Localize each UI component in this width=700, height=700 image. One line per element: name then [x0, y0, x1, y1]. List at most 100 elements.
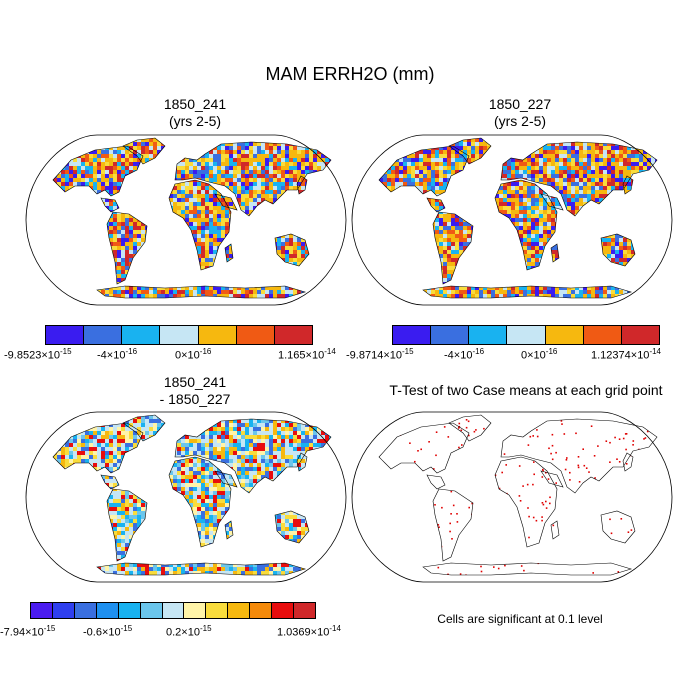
continent-outline [122, 414, 166, 442]
continent-outline [426, 197, 446, 213]
colorbar-1-swatch-1 [46, 326, 85, 344]
continent-outline [448, 137, 492, 165]
cbar3-label-min: -7.94×10-15 [0, 624, 56, 639]
panel-3-title-line2: - 1850_227 [159, 391, 231, 407]
continent-outline [96, 285, 307, 299]
colorbar-3-swatch-4 [96, 603, 119, 618]
continent-outline [52, 145, 144, 197]
continent-outline [168, 456, 232, 548]
colorbar-3-swatch-2 [52, 603, 75, 618]
cbar3-label-max: 1.0369×10-14 [277, 624, 341, 639]
colorbar-2-swatch-6 [583, 326, 622, 344]
colorbar-3 [30, 602, 316, 619]
continent-outline [494, 456, 558, 548]
cbar2-label-2: -4×10-16 [444, 347, 485, 362]
panel-1-title-line1: 1850_241 [163, 96, 227, 112]
continent-outline [174, 141, 332, 217]
colorbar-1-swatch-7 [274, 326, 312, 344]
continent-outline [100, 474, 120, 490]
colorbar-3-swatch-5 [118, 603, 141, 618]
panel-3-title-line1: 1850_241 [163, 374, 227, 390]
colorbar-3-swatch-9 [206, 603, 229, 618]
map-projection-border [25, 411, 347, 583]
cbar1-label-min: -9.8523×10-15 [4, 347, 72, 362]
colorbar-3-swatch-7 [162, 603, 185, 618]
colorbar-3-swatch-8 [184, 603, 207, 618]
colorbar-3-swatch-12 [272, 603, 295, 618]
colorbar-1-swatch-3 [122, 326, 161, 344]
cbar1-label-3: 0×10-16 [175, 347, 212, 362]
figure-title: MAM ERRH2O (mm) [265, 64, 435, 84]
continent-outline [550, 243, 560, 263]
continent-outline [432, 488, 474, 562]
map-projection-border [351, 411, 673, 583]
land-data-layer [379, 138, 657, 298]
map-panel-ttest [351, 411, 673, 583]
continent-outline [378, 422, 470, 474]
continent-outline [174, 418, 332, 494]
continent-outline [52, 422, 144, 474]
continent-outline [540, 193, 564, 211]
continent-outline [106, 211, 148, 285]
continent-outline [274, 510, 310, 544]
colorbar-1-swatch-4 [160, 326, 199, 344]
cbar3-label-2: -0.6×10-15 [83, 624, 133, 639]
colorbar-2-swatch-3 [469, 326, 508, 344]
colorbar-3-swatch-3 [74, 603, 97, 618]
continent-outline [296, 452, 308, 472]
colorbar-1-swatch-6 [236, 326, 275, 344]
continent-outline [600, 233, 636, 267]
colorbar-3-swatch-11 [250, 603, 273, 618]
map-projection-border [351, 134, 673, 306]
colorbar-1-swatch-5 [198, 326, 237, 344]
continent-outline [214, 470, 238, 488]
continent-outline [168, 179, 232, 271]
panel-2-title-line1: 1850_227 [488, 96, 552, 112]
colorbar-3-swatch-6 [140, 603, 163, 618]
cbar2-label-3: 0×10-16 [521, 347, 558, 362]
cbar1-label-max: 1.165×10-14 [278, 347, 336, 362]
continent-outline [550, 520, 560, 540]
map-panel-difference [25, 411, 347, 583]
continent-outline [622, 452, 634, 472]
colorbar-2 [392, 325, 660, 345]
continent-outline [500, 418, 658, 494]
continent-outline [96, 562, 307, 576]
colorbar-1 [45, 325, 313, 345]
significance-note: Cells are significant at 0.1 level [437, 612, 603, 626]
land-data-layer [53, 138, 331, 298]
continent-outline [224, 520, 234, 540]
colorbar-1-swatch-2 [84, 326, 123, 344]
colorbar-3-swatch-13 [294, 603, 315, 618]
continent-outline [378, 145, 470, 197]
continent-outline [214, 193, 238, 211]
colorbar-2-swatch-7 [621, 326, 659, 344]
continent-outline [500, 141, 658, 217]
continent-outline [540, 470, 564, 488]
map-panel-1850-241 [25, 134, 347, 306]
colorbar-3-swatch-10 [228, 603, 251, 618]
continent-outline [432, 211, 474, 285]
continent-outline [274, 233, 310, 267]
map-panel-1850-227 [351, 134, 673, 306]
panel-2-title-line2: (yrs 2-5) [493, 113, 547, 129]
land-data-layer [379, 415, 657, 575]
continent-outline [422, 285, 633, 299]
continent-outline [426, 474, 446, 490]
continent-outline [224, 243, 234, 263]
colorbar-2-swatch-4 [507, 326, 546, 344]
panel-1-title-line2: (yrs 2-5) [168, 113, 222, 129]
cbar2-label-min: -9.8714×10-15 [346, 347, 414, 362]
cbar1-label-2: -4×10-16 [97, 347, 138, 362]
continent-outline [622, 175, 634, 195]
continent-outline [448, 414, 492, 442]
panel-2-title: 1850_227 (yrs 2-5) [370, 96, 670, 130]
cbar3-label-3: 0.2×10-15 [166, 624, 212, 639]
continent-outline [296, 175, 308, 195]
continent-outline [494, 179, 558, 271]
map-projection-border [25, 134, 347, 306]
continent-outline [422, 562, 633, 576]
panel-3-title: 1850_241 - 1850_227 [45, 374, 345, 408]
panel-4-title: T-Test of two Case means at each grid po… [389, 382, 663, 398]
